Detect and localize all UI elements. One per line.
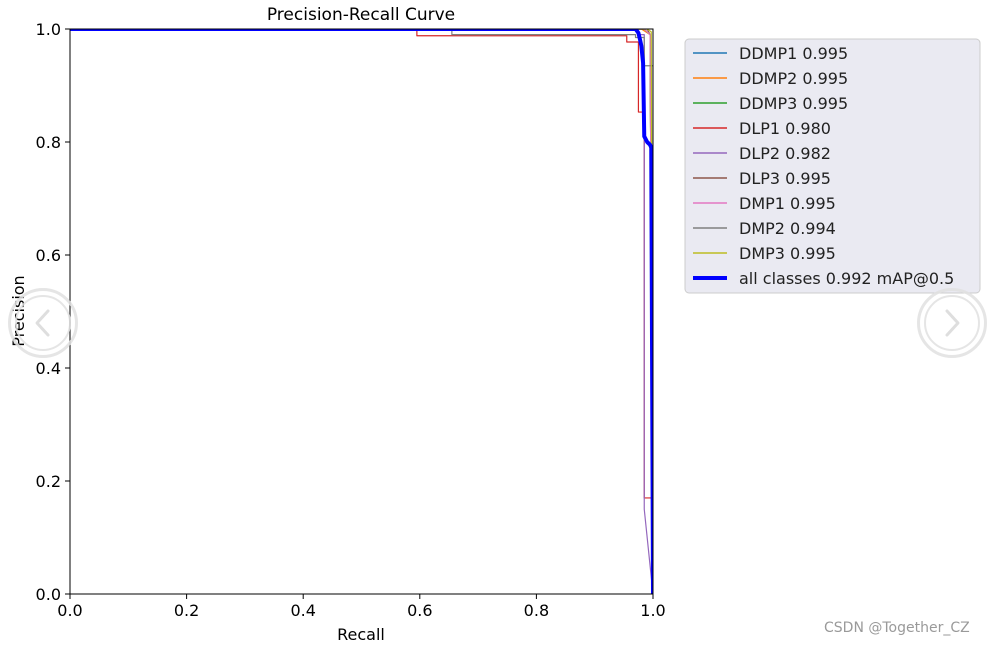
x-tick-label: 0.0 <box>57 601 82 620</box>
y-tick-label: 0.0 <box>36 585 61 604</box>
chevron-left-icon <box>15 295 71 351</box>
y-tick-label: 0.4 <box>36 359 61 378</box>
y-tick-label: 0.6 <box>36 246 61 265</box>
legend-entry-label: DDMP2 0.995 <box>739 69 848 88</box>
previous-image-button[interactable] <box>8 288 78 358</box>
series-lines <box>70 29 653 594</box>
series-line-7 <box>70 29 653 594</box>
series-line-1 <box>70 29 653 594</box>
x-tick-label: 0.8 <box>524 601 549 620</box>
series-line-0 <box>70 29 653 594</box>
series-line-6 <box>70 29 653 594</box>
chart-title: Precision-Recall Curve <box>267 5 455 25</box>
series-line-4 <box>70 29 653 594</box>
legend-box <box>684 38 981 294</box>
legend-entry-label: DMP1 0.995 <box>739 194 836 213</box>
plot-frame <box>69 28 654 595</box>
legend-entry-label: DMP2 0.994 <box>739 219 836 238</box>
watermark: CSDN @Together_CZ <box>824 620 970 636</box>
legend-entry-label: DDMP1 0.995 <box>739 44 848 63</box>
x-tick-label: 0.6 <box>407 601 432 620</box>
series-line-9 <box>70 29 653 594</box>
x-tick-label: 1.0 <box>640 601 665 620</box>
x-tick-label: 0.2 <box>174 601 199 620</box>
x-axis-label: Recall <box>337 625 385 644</box>
y-tick-label: 1.0 <box>36 20 61 39</box>
chevron-right-icon <box>924 295 980 351</box>
legend-entry-label: all classes 0.992 mAP@0.5 <box>739 269 954 288</box>
x-tick-label: 0.4 <box>290 601 315 620</box>
legend-entry-label: DMP3 0.995 <box>739 244 836 263</box>
series-line-3 <box>70 29 653 594</box>
series-line-5 <box>70 29 653 594</box>
legend-entry-label: DDMP3 0.995 <box>739 94 848 113</box>
y-tick-label: 0.8 <box>36 133 61 152</box>
y-tick-label: 0.2 <box>36 472 61 491</box>
legend-entry-label: DLP2 0.982 <box>739 144 831 163</box>
series-line-2 <box>70 29 653 594</box>
series-line-8 <box>70 29 653 594</box>
y-axis-ticks: 0.0 0.2 0.4 0.6 0.8 1.0 <box>36 20 70 604</box>
legend: DDMP1 0.995 DDMP2 0.995 DDMP3 0.995 DLP1 0.… <box>684 38 981 294</box>
next-image-button[interactable] <box>917 288 987 358</box>
x-axis-ticks: 0.0 0.2 0.4 0.6 0.8 1.0 <box>57 594 666 620</box>
legend-entry-label: DLP3 0.995 <box>739 169 831 188</box>
legend-entry-label: DLP1 0.980 <box>739 119 831 138</box>
